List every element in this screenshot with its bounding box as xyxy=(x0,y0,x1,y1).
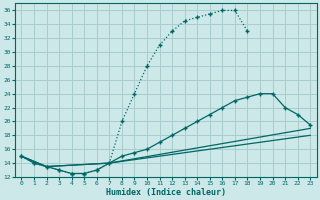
X-axis label: Humidex (Indice chaleur): Humidex (Indice chaleur) xyxy=(106,188,226,197)
